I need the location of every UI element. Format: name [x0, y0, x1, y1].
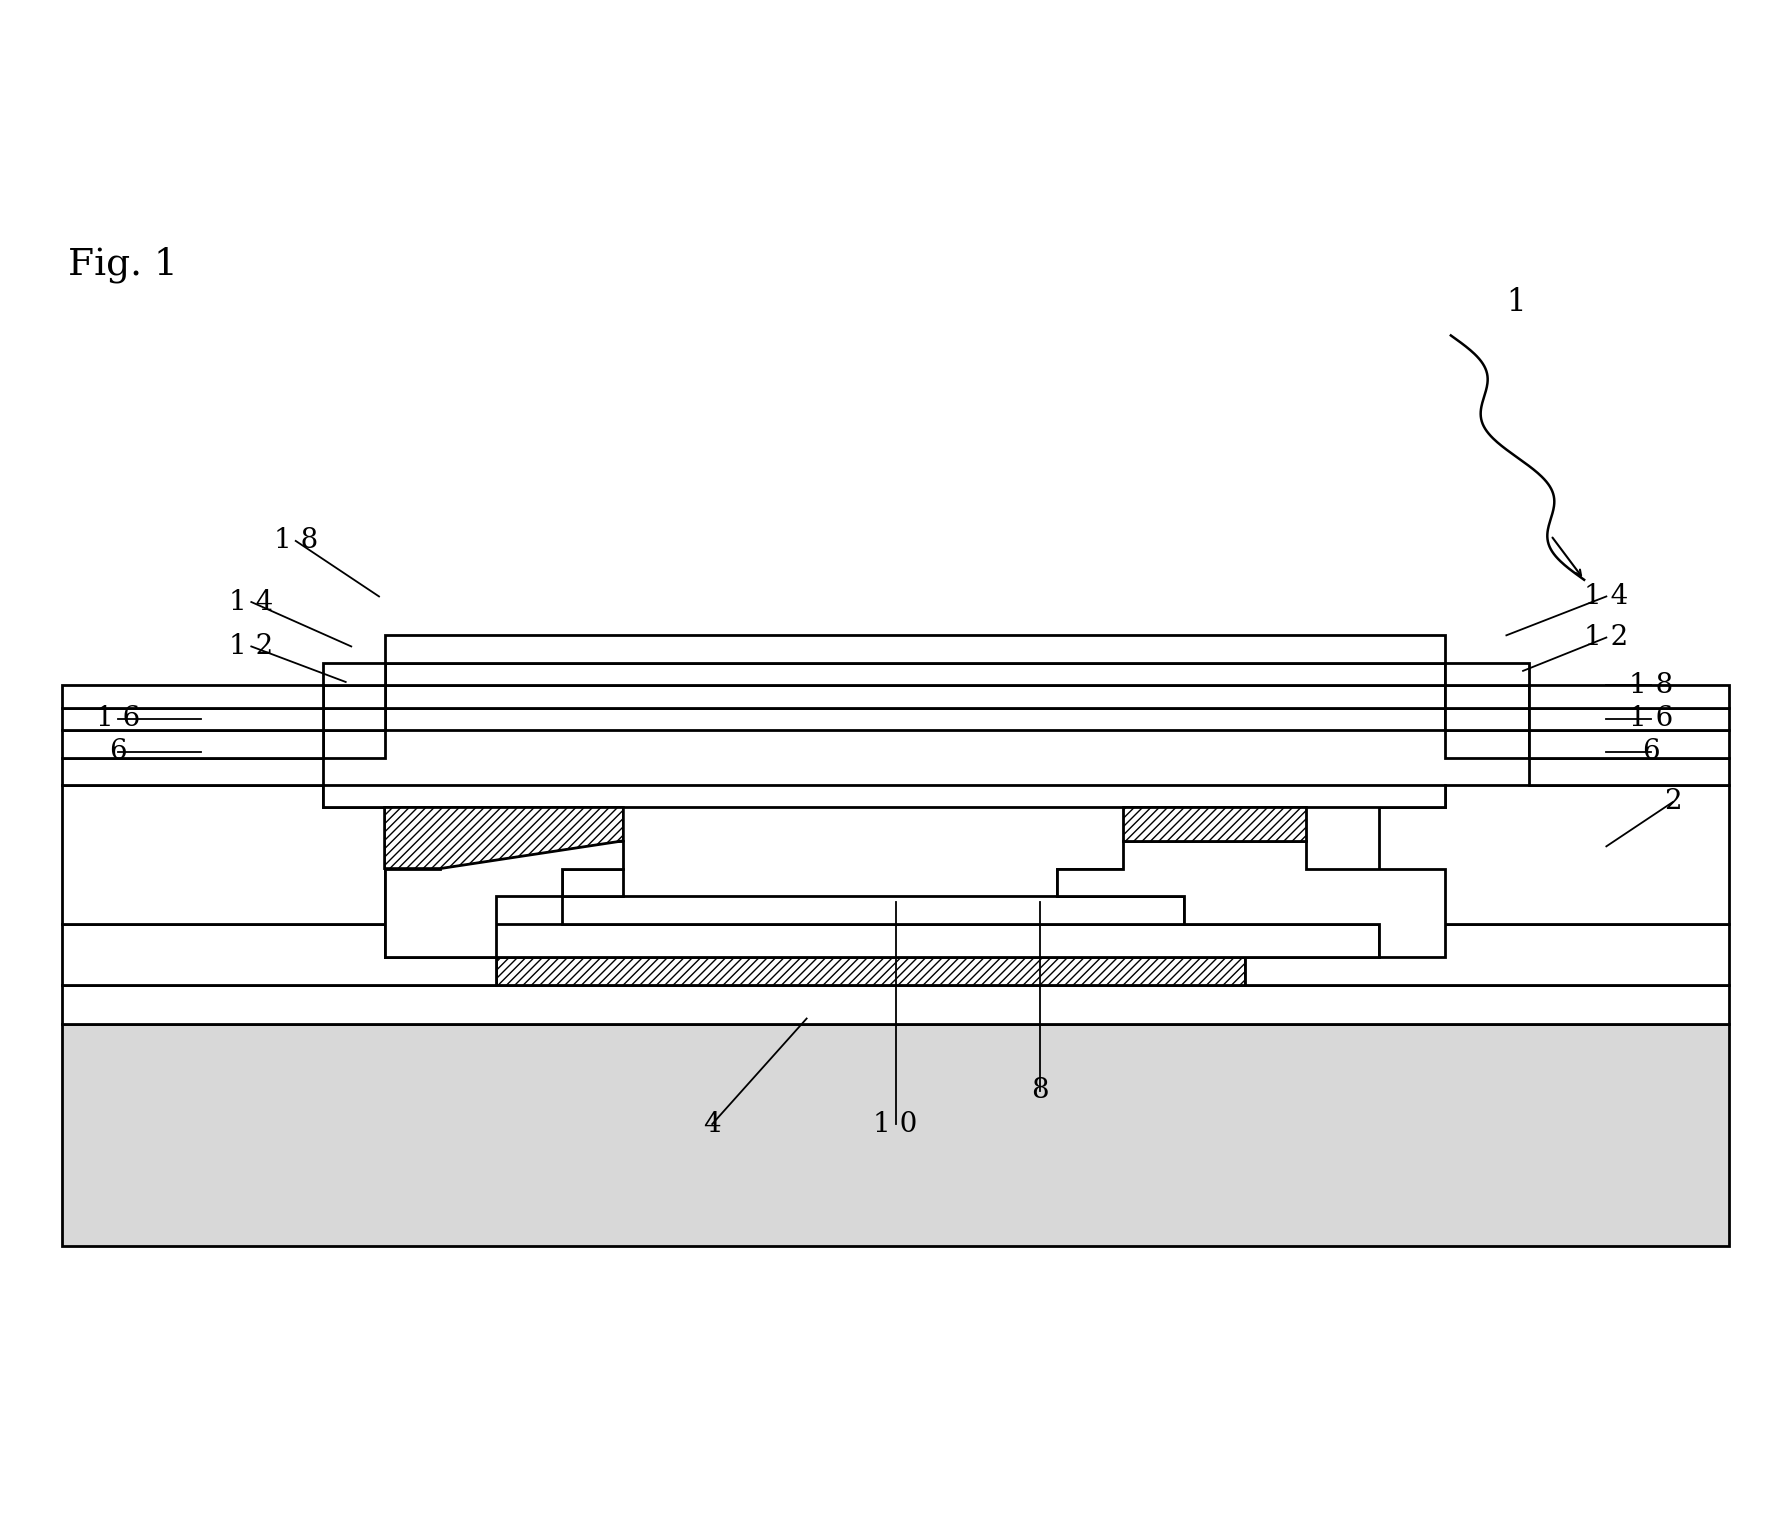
Polygon shape: [63, 924, 496, 985]
Polygon shape: [63, 635, 1728, 708]
Polygon shape: [562, 897, 1184, 924]
Polygon shape: [496, 957, 1245, 985]
Text: 4: 4: [704, 1110, 722, 1138]
Text: Fig. 1: Fig. 1: [68, 247, 177, 283]
Polygon shape: [63, 785, 385, 924]
Text: 1 6: 1 6: [97, 704, 140, 732]
Polygon shape: [385, 924, 1379, 957]
Polygon shape: [63, 708, 1728, 785]
Text: 6: 6: [109, 738, 127, 765]
Text: 1 0: 1 0: [874, 1110, 917, 1138]
Polygon shape: [385, 841, 623, 957]
Polygon shape: [1245, 924, 1728, 985]
Text: 1 2: 1 2: [229, 633, 274, 661]
Polygon shape: [1379, 785, 1728, 924]
Polygon shape: [1057, 868, 1184, 897]
Text: 1 4: 1 4: [229, 588, 274, 615]
Text: 1 6: 1 6: [1628, 704, 1673, 732]
Text: 6: 6: [1642, 738, 1660, 765]
Polygon shape: [1057, 841, 1445, 957]
Text: 2: 2: [1664, 788, 1682, 815]
Text: 1 4: 1 4: [1585, 583, 1628, 611]
Polygon shape: [385, 807, 623, 868]
Text: 1: 1: [1506, 286, 1526, 318]
Polygon shape: [324, 785, 1445, 807]
Polygon shape: [1123, 807, 1306, 841]
Polygon shape: [63, 1024, 1728, 1247]
Text: 1 2: 1 2: [1585, 624, 1628, 651]
Polygon shape: [63, 985, 1728, 1024]
Polygon shape: [63, 664, 1728, 730]
Polygon shape: [562, 868, 623, 897]
Text: 8: 8: [1032, 1077, 1050, 1104]
Text: 1 8: 1 8: [1628, 671, 1673, 698]
Polygon shape: [63, 685, 1728, 758]
Text: 1 8: 1 8: [274, 527, 317, 554]
